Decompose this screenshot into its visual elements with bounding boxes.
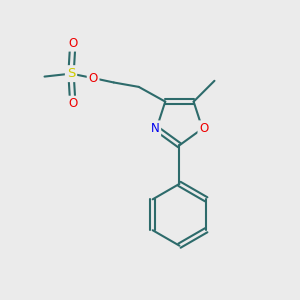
Text: S: S — [67, 67, 75, 80]
Text: O: O — [199, 122, 208, 135]
Text: O: O — [68, 98, 77, 110]
Text: O: O — [68, 37, 77, 50]
Text: N: N — [151, 122, 159, 135]
Text: O: O — [88, 72, 98, 85]
